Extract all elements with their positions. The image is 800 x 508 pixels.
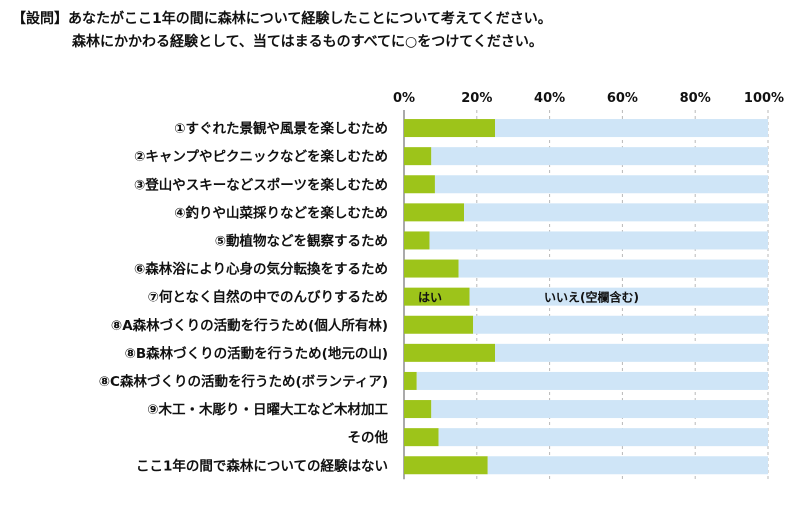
category-label: ④釣りや山菜採りなどを楽しむため — [174, 204, 388, 221]
category-label: ②キャンプやピクニックなどを楽しむため — [134, 148, 388, 165]
chart-category-labels: ①すぐれた景観や風景を楽しむため ②キャンプやピクニックなどを楽しむため ③登山やス… — [99, 120, 389, 474]
bar-no — [458, 259, 768, 278]
chart-bars — [404, 119, 768, 475]
bar-yes — [404, 231, 430, 250]
category-label: ⑥森林浴により心身の気分転換をするため — [134, 261, 388, 278]
chart-x-ticks: 0% 20% 40% 60% 80% 100% — [393, 91, 784, 106]
bar-yes — [404, 147, 432, 166]
x-tick-label: 20% — [461, 91, 492, 106]
question-line-1: 【設問】あなたがここ1年の間に森林について経験したことについて考えてください。 — [12, 11, 552, 27]
category-label: ここ1年の間で森林についての経験はない — [136, 457, 388, 474]
category-label: ⑧B森林づくりの活動を行うため(地元の山) — [124, 345, 388, 362]
series-label-yes: はい — [418, 291, 442, 305]
category-label: ⑧C森林づくりの活動を行うため(ボランティア) — [99, 373, 388, 390]
category-label: その他 — [348, 429, 389, 446]
x-tick-label: 100% — [744, 91, 784, 106]
bar-no — [431, 400, 768, 419]
category-label: ⑤動植物などを観察するため — [215, 232, 388, 249]
bar-yes — [404, 175, 435, 194]
bar-yes — [404, 456, 488, 475]
bar-yes — [404, 428, 439, 447]
bar-no — [434, 175, 768, 194]
bar-yes — [404, 343, 495, 362]
bar-yes — [404, 287, 470, 306]
bar-yes — [404, 203, 465, 222]
x-tick-label: 40% — [534, 91, 565, 106]
bar-no — [416, 371, 768, 390]
x-tick-label: 60% — [607, 91, 638, 106]
bar-no — [473, 315, 768, 334]
bar-yes — [404, 259, 459, 278]
question-text: 【設問】あなたがここ1年の間に森林について経験したことについて考えてください。 … — [12, 8, 552, 54]
bar-yes — [404, 119, 495, 138]
bar-yes — [404, 371, 417, 390]
question-line-2: 森林にかかわる経験として、当てはまるものすべてに○をつけてください。 — [72, 34, 543, 50]
bar-no — [487, 456, 768, 475]
bar-yes — [404, 400, 432, 419]
x-tick-label: 0% — [393, 91, 415, 106]
bar-no — [495, 343, 768, 362]
bar-no — [495, 119, 768, 138]
category-label: ③登山やスキーなどスポーツを楽しむため — [134, 176, 388, 193]
bar-no — [429, 231, 768, 250]
bar-no — [438, 428, 768, 447]
chart-inline-legend: はい いいえ(空欄含む) — [418, 290, 639, 305]
bar-yes — [404, 315, 474, 334]
x-tick-label: 80% — [680, 91, 711, 106]
category-label: ⑨木工・木彫り・日曜大工など木材加工 — [147, 401, 388, 418]
bar-no — [469, 287, 768, 306]
category-label: ⑦何となく自然の中でのんびりするため — [147, 289, 388, 306]
category-label: ⑧A森林づくりの活動を行うため(個人所有林) — [111, 317, 388, 334]
series-label-no: いいえ(空欄含む) — [544, 290, 639, 305]
category-label: ①すぐれた景観や風景を楽しむため — [174, 120, 388, 137]
bar-no — [464, 203, 768, 222]
bar-no — [431, 147, 768, 166]
